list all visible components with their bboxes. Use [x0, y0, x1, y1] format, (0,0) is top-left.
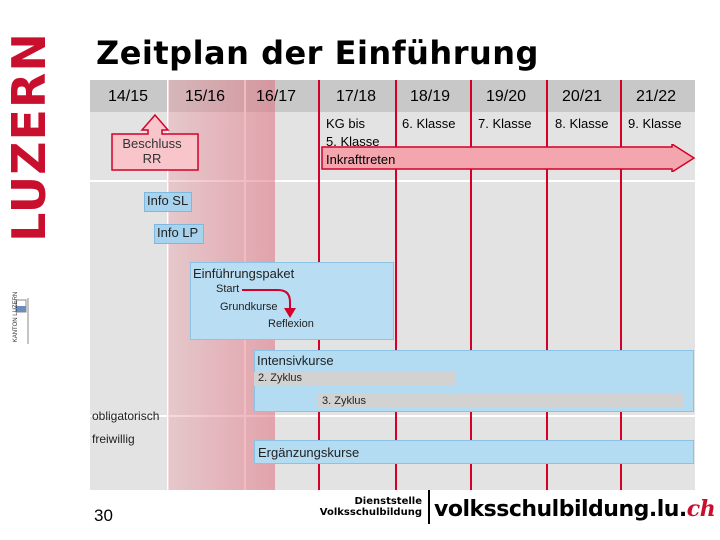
year-label: 16/17	[256, 88, 297, 105]
footer-url-main: volksschulbildung.lu.	[434, 497, 687, 522]
curved-arrow-icon	[242, 289, 296, 318]
luzern-vertical-logo: LUZERN	[2, 32, 56, 242]
footer-logo: Dienststelle Volksschulbildung volksschu…	[318, 488, 716, 532]
dienststelle-label: Dienststelle Volksschulbildung	[318, 496, 422, 518]
einfuehrungspaket-label: Einführungspaket	[193, 266, 295, 281]
start-label: Start	[216, 283, 240, 295]
einfuehrungspaket-box	[190, 262, 394, 340]
grade-label-6: 6. Klasse	[402, 116, 456, 131]
info-sl-box	[144, 192, 192, 212]
grade-line-9	[620, 80, 622, 490]
freiwillig-label: freiwillig	[92, 432, 135, 446]
beschluss-line1: Beschluss	[122, 136, 182, 151]
info-sl-label: Info SL	[147, 193, 189, 208]
footer-url-tld: ch	[686, 496, 716, 522]
zyklus2-label: 2. Zyklus	[258, 372, 303, 384]
grade-line-7	[470, 80, 472, 490]
grade-label-kg: KG bis	[326, 116, 366, 131]
year-label: 17/18	[336, 88, 377, 105]
zyklus3-bar	[318, 394, 684, 408]
dienststelle-line1: Dienststelle	[354, 496, 422, 507]
zyklus3-label: 3. Zyklus	[322, 395, 367, 407]
year-label: 18/19	[410, 88, 451, 105]
ergaenzungskurse-label: Ergänzungskurse	[258, 445, 360, 460]
grundkurse-label: Grundkurse	[220, 301, 278, 313]
footer-url[interactable]: volksschulbildung.lu.ch	[434, 496, 716, 522]
row-separator	[90, 180, 695, 182]
reflexion-label: Reflexion	[268, 318, 314, 330]
beschluss-arrow-icon	[111, 113, 199, 171]
grade-label-7: 7. Klasse	[478, 116, 532, 131]
intensivkurse-label: Intensivkurse	[257, 353, 334, 368]
obligatorisch-label: obligatorisch	[92, 409, 160, 423]
year-label: 14/15	[108, 88, 149, 105]
grade-line-8	[546, 80, 548, 490]
kanton-crest-icon	[15, 298, 29, 344]
grade-line-6	[395, 80, 397, 490]
year-label: 21/22	[636, 88, 677, 105]
info-lp-box	[154, 224, 204, 244]
year-label: 20/21	[562, 88, 603, 105]
inkrafttreten-label: Inkrafttreten	[326, 152, 396, 167]
kanton-luzern-label: KANTON LUZERN	[13, 291, 19, 343]
grade-label-8: 8. Klasse	[555, 116, 609, 131]
slide-title: Zeitplan der Einführung	[96, 34, 539, 72]
year-label: 19/20	[486, 88, 527, 105]
beschluss-label: Beschluss RR	[120, 136, 184, 166]
page-number: 30	[94, 506, 113, 525]
dienststelle-line2: Volksschulbildung	[319, 507, 422, 518]
year-label: 15/16	[185, 88, 226, 105]
timeline-arrow	[321, 144, 696, 172]
grade-label-kg2: 5. Klasse	[326, 134, 380, 149]
zyklus2-bar	[254, 372, 456, 386]
footer-divider	[428, 490, 430, 524]
ergaenzungskurse-box	[254, 440, 694, 464]
beschluss-line2: RR	[142, 151, 162, 166]
grade-label-9: 9. Klasse	[628, 116, 682, 131]
row-separator	[90, 415, 695, 417]
info-lp-label: Info LP	[157, 225, 199, 240]
